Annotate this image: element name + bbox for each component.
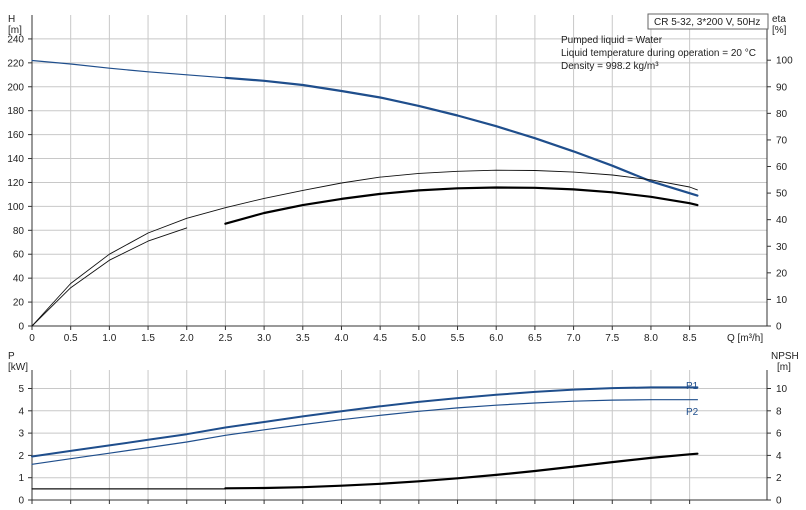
top-series-line-head_curve_operating <box>224 76 699 197</box>
top-y-tick-label-right: 30 <box>776 242 788 253</box>
top-y-tick-label-right: 60 <box>776 162 788 173</box>
top-y-tick-label-right: 100 <box>776 56 793 67</box>
top-y-tick-label-left: 120 <box>7 178 24 189</box>
x-tick-label: 7.5 <box>605 333 619 344</box>
bottom-y-tick-label-right: 6 <box>776 429 782 440</box>
bottom-series-line-P2 <box>31 399 699 465</box>
bottom-series-line-npsh_operating <box>224 452 699 490</box>
x-tick-label: 3.0 <box>257 333 271 344</box>
top-y-tick-label-left: 100 <box>7 202 24 213</box>
top-y-tick-label-right: 10 <box>776 295 788 306</box>
x-tick-label: 4.5 <box>373 333 387 344</box>
top-y-tick-label-left: 60 <box>13 250 25 261</box>
top-y-tick-label-left: 200 <box>7 82 24 93</box>
top-series-line-head_curve_extended <box>31 59 226 79</box>
bottom-y-tick-label-right: 10 <box>776 384 788 395</box>
top-y-tick-label-left: 240 <box>7 34 24 45</box>
top-y-tick-label-left: 140 <box>7 154 24 165</box>
x-tick-label: 3.5 <box>296 333 310 344</box>
x-tick-label: 0.5 <box>64 333 78 344</box>
top-series <box>31 59 699 327</box>
bottom-y-tick-label-left: 1 <box>18 473 24 484</box>
bottom-y-tick-label-left: 2 <box>18 451 24 462</box>
bottom-ticks: 0 1 2 3 4 5 0 2 4 6 8 10 <box>18 384 787 506</box>
x-tick-label: 7.0 <box>567 333 581 344</box>
power-npsh-panel: 0 1 2 3 4 5 0 2 4 6 8 10 P [kW] NPSH [m] P1 P2 <box>8 351 799 507</box>
top-y-tick-label-right: 20 <box>776 268 788 279</box>
flow-axis-label: Q [m³/h] <box>727 333 763 344</box>
x-tick-label: 5.5 <box>451 333 465 344</box>
bottom-y-tick-label-right: 4 <box>776 451 782 462</box>
bottom-y-tick-label-left: 5 <box>18 384 24 395</box>
p2-series-label: P2 <box>686 407 699 418</box>
bottom-y-tick-label-right: 2 <box>776 473 782 484</box>
x-tick-label: 8.5 <box>683 333 697 344</box>
power-unit-label: [kW] <box>8 362 28 373</box>
p1-series-label: P1 <box>686 381 699 392</box>
bottom-y-tick-label-left: 3 <box>18 429 24 440</box>
x-tick-label: 4.0 <box>335 333 349 344</box>
top-y-tick-label-right: 70 <box>776 135 788 146</box>
top-y-tick-label-left: 220 <box>7 58 24 69</box>
head-axis-label: H <box>8 14 15 25</box>
x-tick-label: 0 <box>29 333 35 344</box>
npsh-unit-label: [m] <box>777 362 791 373</box>
top-series-line-eta_curve_operating <box>224 186 699 225</box>
info-pumped-liquid: Pumped liquid = Water <box>561 35 663 46</box>
top-series-line-eta_curve_thin_2 <box>31 227 188 327</box>
x-tick-label: 1.0 <box>102 333 116 344</box>
pump-title-box <box>647 13 769 30</box>
bottom-series <box>31 386 699 490</box>
eta-axis-label: eta <box>772 14 786 25</box>
x-tick-label: 5.0 <box>412 333 426 344</box>
x-tick-label: 8.0 <box>644 333 658 344</box>
x-tick-label: 6.0 <box>489 333 503 344</box>
top-y-tick-label-right: 40 <box>776 215 788 226</box>
top-y-tick-label-right: 80 <box>776 109 788 120</box>
info-liquid-temperature: Liquid temperature during operation = 20… <box>561 48 756 59</box>
top-ticks: 0 0.5 1.0 1.5 2.0 2.5 3.0 3.5 4.0 4.5 5.0 5.5 6.0 6.5… <box>7 34 793 344</box>
bottom-y-tick-label-right: 8 <box>776 406 782 417</box>
top-y-tick-label-right: 90 <box>776 82 788 93</box>
top-y-tick-label-left: 40 <box>13 274 25 285</box>
top-y-tick-label-left: 180 <box>7 106 24 117</box>
eta-unit-label: [%] <box>772 25 787 36</box>
x-tick-label: 2.5 <box>218 333 232 344</box>
bottom-y-tick-label-left: 0 <box>18 496 24 507</box>
bottom-grid <box>32 370 767 500</box>
x-tick-label: 2.0 <box>180 333 194 344</box>
power-axis-label: P <box>8 351 15 362</box>
top-y-tick-label-right: 50 <box>776 189 788 200</box>
head-efficiency-panel: 0 0.5 1.0 1.5 2.0 2.5 3.0 3.5 4.0 4.5 5.0 5.5 6.0 6.5… <box>7 13 793 344</box>
bottom-y-tick-label-left: 4 <box>18 406 24 417</box>
top-series-line-eta_curve_thin <box>31 169 698 327</box>
top-y-tick-label-left: 0 <box>18 322 24 333</box>
pump-title: CR 5-32, 3*200 V, 50Hz <box>654 17 760 28</box>
x-tick-label: 6.5 <box>528 333 542 344</box>
bottom-series-line-P1 <box>31 386 699 458</box>
npsh-axis-label: NPSH <box>771 351 799 362</box>
info-density: Density = 998.2 kg/m³ <box>561 61 659 72</box>
top-y-tick-label-right: 0 <box>776 322 782 333</box>
bottom-y-tick-label-right: 0 <box>776 496 782 507</box>
top-y-tick-label-left: 160 <box>7 130 24 141</box>
head-unit-label: [m] <box>8 25 22 36</box>
top-y-tick-label-left: 80 <box>13 226 25 237</box>
top-y-tick-label-left: 20 <box>13 298 25 309</box>
x-tick-label: 1.5 <box>141 333 155 344</box>
